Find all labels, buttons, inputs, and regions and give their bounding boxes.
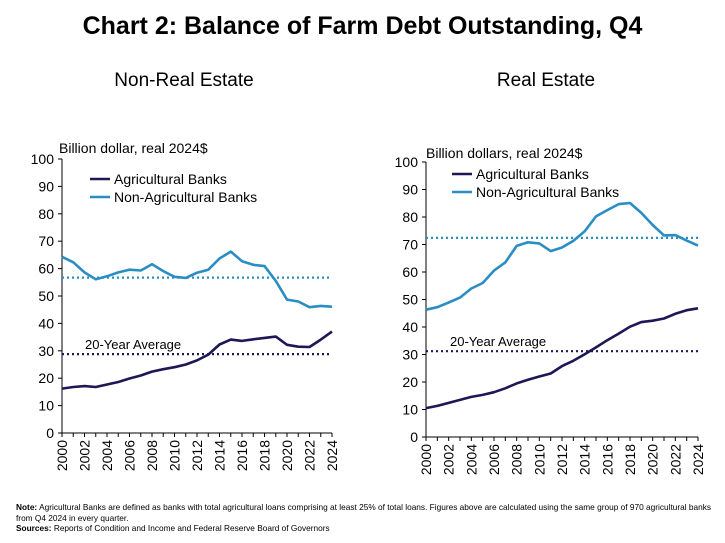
- average-lines: [426, 236, 698, 353]
- y-tick-label: 40: [402, 319, 418, 335]
- legend: Agricultural Banks Non-Agricultural Banks: [90, 171, 257, 205]
- y-tick-label: 30: [38, 343, 54, 359]
- y-tick-label: 40: [38, 315, 54, 331]
- y-tick-label: 100: [395, 154, 419, 170]
- x-tick-label: 2000: [54, 440, 70, 471]
- panel-title-non-real-estate: Non-Real Estate: [114, 70, 254, 91]
- x-tick-label: 2012: [554, 444, 570, 475]
- legend-label: Non-Agricultural Banks: [476, 184, 619, 200]
- chart-panel-real-estate: Billion dollars, real 2024$ 0 10 20 30 40 50 6…: [395, 145, 706, 475]
- y-tick-label: 0: [46, 425, 54, 441]
- chart-title: Chart 2: Balance of Farm Debt Outstandin…: [82, 12, 643, 40]
- x-tick-label: 2010: [531, 444, 547, 475]
- x-tick-label: 2002: [77, 440, 93, 471]
- y-tick-label: 50: [402, 292, 418, 308]
- x-tick-label: 2014: [212, 440, 228, 471]
- y-tick-label: 30: [402, 347, 418, 363]
- x-tick-label: 2008: [509, 444, 525, 475]
- y-ticks: 0 10 20 30 40 50 60 70 80 90 100: [31, 151, 62, 441]
- x-tick-label: 2022: [667, 444, 683, 475]
- series-line: [425, 307, 699, 410]
- footnote: Note: Agricultural Banks are defined as …: [16, 502, 716, 534]
- x-tick-label: 2002: [441, 444, 457, 475]
- y-axis-label: Billion dollars, real 2024$: [426, 145, 583, 161]
- y-tick-label: 70: [402, 237, 418, 253]
- x-tick-label: 2020: [645, 444, 661, 475]
- x-tick-label: 2000: [418, 444, 434, 475]
- y-tick-label: 60: [38, 261, 54, 277]
- x-tick-label: 2022: [302, 440, 318, 471]
- series-line: [425, 201, 699, 311]
- y-tick-label: 90: [402, 182, 418, 198]
- legend-label: Agricultural Banks: [114, 171, 227, 187]
- x-ticks: 2000 2002 2004 2006 2008 2010 2012 2014 2016 2018…: [54, 433, 340, 471]
- sources-label: Sources:: [16, 523, 52, 534]
- legend-label: Non-Agricultural Banks: [114, 189, 257, 205]
- axes: [425, 162, 698, 438]
- x-tick-label: 2006: [122, 440, 138, 471]
- x-tick-label: 2004: [99, 440, 115, 471]
- note-text: Agricultural Banks are defined as banks …: [16, 502, 712, 523]
- x-tick-label: 2008: [144, 440, 160, 471]
- y-tick-label: 0: [410, 429, 418, 445]
- charts-svg: Billion dollar, real 2024$ 0 10 20 30 40 50 60…: [31, 140, 706, 475]
- series-lines: [61, 250, 333, 390]
- legend-label: Agricultural Banks: [476, 166, 589, 182]
- y-axis-label: Billion dollar, real 2024$: [59, 140, 208, 156]
- y-tick-label: 10: [38, 398, 54, 414]
- series-lines: [425, 201, 699, 410]
- y-tick-label: 90: [38, 178, 54, 194]
- x-tick-label: 2020: [279, 440, 295, 471]
- note-label: Note:: [16, 502, 38, 512]
- y-tick-label: 100: [31, 151, 55, 167]
- x-tick-label: 2016: [234, 440, 250, 471]
- x-tick-label: 2018: [622, 444, 638, 475]
- sources-text: Reports of Condition and Income and Fede…: [53, 523, 330, 534]
- x-ticks: 2000 2002 2004 2006 2008 2010 2012 2014 2016 2018…: [418, 437, 706, 475]
- series-line: [61, 330, 333, 390]
- y-tick-label: 50: [38, 288, 54, 304]
- x-tick-label: 2010: [167, 440, 183, 471]
- x-tick-label: 2016: [599, 444, 615, 475]
- legend: Agricultural Banks Non-Agricultural Banks: [452, 166, 619, 200]
- panel-title-real-estate: Real Estate: [496, 70, 596, 91]
- y-tick-label: 80: [402, 209, 418, 225]
- y-ticks: 0 10 20 30 40 50 60 70 80 90 100: [395, 154, 426, 445]
- x-tick-label: 2014: [577, 444, 593, 475]
- average-annotation: 20-Year Average: [85, 337, 181, 352]
- x-tick-label: 2006: [486, 444, 502, 475]
- chart-panel-non-real-estate: Billion dollar, real 2024$ 0 10 20 30 40 50 60…: [31, 140, 340, 471]
- y-tick-label: 80: [38, 206, 54, 222]
- x-tick-label: 2018: [257, 440, 273, 471]
- x-tick-label: 2012: [189, 440, 205, 471]
- series-line: [61, 250, 333, 309]
- x-tick-label: 2004: [463, 444, 479, 475]
- x-tick-label: 2024: [324, 440, 340, 471]
- x-tick-label: 2024: [690, 444, 706, 475]
- y-tick-label: 60: [402, 264, 418, 280]
- y-tick-label: 20: [402, 374, 418, 390]
- y-tick-label: 70: [38, 233, 54, 249]
- y-tick-label: 10: [402, 402, 418, 418]
- average-annotation: 20-Year Average: [450, 334, 546, 349]
- y-tick-label: 20: [38, 370, 54, 386]
